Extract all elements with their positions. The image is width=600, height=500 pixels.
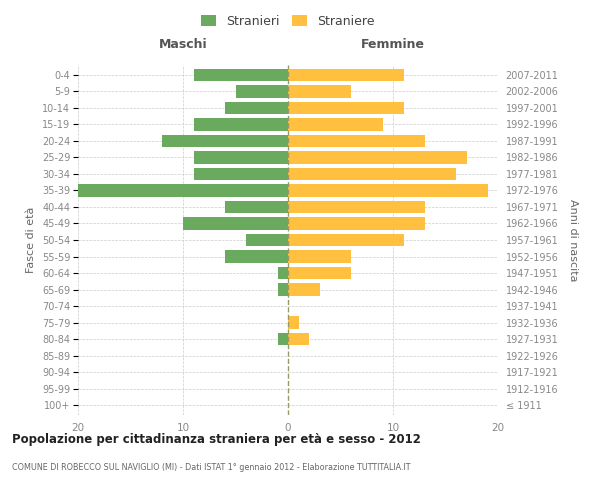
Text: Popolazione per cittadinanza straniera per età e sesso - 2012: Popolazione per cittadinanza straniera p… xyxy=(12,432,421,446)
Bar xyxy=(193,152,288,164)
Bar xyxy=(235,85,288,98)
Text: Femmine: Femmine xyxy=(361,38,425,51)
Bar xyxy=(277,267,288,279)
Legend: Stranieri, Straniere: Stranieri, Straniere xyxy=(197,11,379,32)
Bar xyxy=(288,85,351,98)
Text: Maschi: Maschi xyxy=(158,38,208,51)
Bar xyxy=(225,201,288,213)
Bar xyxy=(183,218,288,230)
Bar xyxy=(288,218,425,230)
Bar xyxy=(277,333,288,345)
Bar xyxy=(288,118,383,130)
Bar xyxy=(288,152,467,164)
Bar xyxy=(288,234,404,246)
Bar xyxy=(288,184,487,196)
Y-axis label: Fasce di età: Fasce di età xyxy=(26,207,37,273)
Bar xyxy=(288,68,404,81)
Bar xyxy=(288,168,456,180)
Bar xyxy=(193,168,288,180)
Bar xyxy=(193,118,288,130)
Bar xyxy=(288,316,299,328)
Bar xyxy=(78,184,288,196)
Bar xyxy=(288,284,320,296)
Bar xyxy=(246,234,288,246)
Bar xyxy=(288,102,404,114)
Bar xyxy=(288,267,351,279)
Bar xyxy=(288,201,425,213)
Bar xyxy=(225,250,288,262)
Bar xyxy=(288,333,309,345)
Bar xyxy=(288,250,351,262)
Bar xyxy=(277,284,288,296)
Y-axis label: Anni di nascita: Anni di nascita xyxy=(568,198,578,281)
Bar xyxy=(225,102,288,114)
Text: COMUNE DI ROBECCO SUL NAVIGLIO (MI) - Dati ISTAT 1° gennaio 2012 - Elaborazione : COMUNE DI ROBECCO SUL NAVIGLIO (MI) - Da… xyxy=(12,462,410,471)
Bar xyxy=(193,68,288,81)
Bar xyxy=(162,135,288,147)
Bar xyxy=(288,135,425,147)
